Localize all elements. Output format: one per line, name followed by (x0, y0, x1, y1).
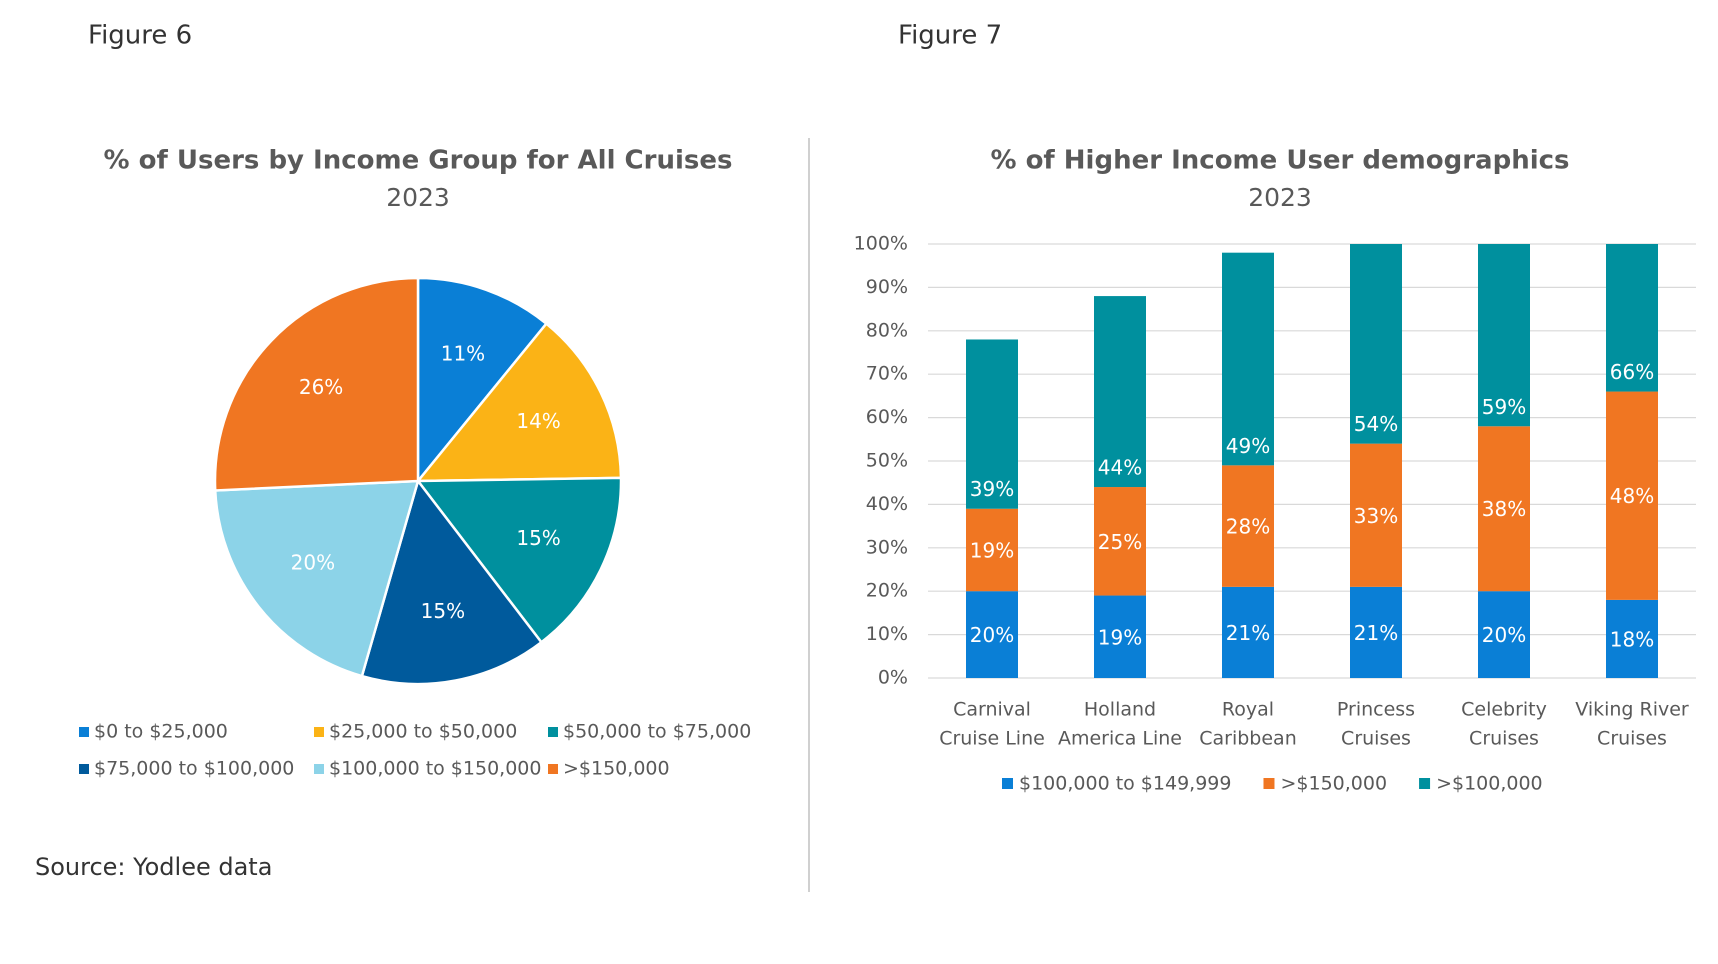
x-tick-label: Celebrity (1461, 699, 1547, 721)
legend-label: $75,000 to $100,000 (94, 758, 294, 780)
y-tick-label: 80% (866, 319, 908, 341)
bar-segment (1222, 465, 1274, 587)
bar-segment (1350, 586, 1402, 678)
y-tick-label: 20% (866, 580, 908, 602)
legend-label: >$100,000 (1436, 773, 1543, 795)
chart-subtitle: 2023 (1248, 183, 1312, 212)
x-tick-label: Carnival (953, 699, 1031, 721)
y-tick-label: 40% (866, 493, 908, 515)
legend-swatch (548, 764, 558, 774)
y-tick-label: 30% (866, 536, 908, 558)
bar-segment (1606, 599, 1658, 678)
bar-label: 33% (1354, 504, 1398, 528)
x-tick-label: America Line (1058, 728, 1182, 750)
legend-swatch (314, 727, 324, 737)
chart-title: % of Higher Income User demographics (990, 146, 1569, 176)
slice-label: 26% (299, 375, 343, 399)
bar-label: 20% (970, 623, 1014, 647)
bar-segment (966, 339, 1018, 509)
legend-swatch (314, 764, 324, 774)
bar-segment (1478, 244, 1530, 427)
bar-label: 48% (1610, 484, 1654, 508)
x-tick-label: Caribbean (1199, 728, 1297, 750)
bar-label: 18% (1610, 627, 1654, 651)
bar-label: 25% (1098, 530, 1142, 554)
source: Source: Yodlee data (35, 853, 272, 881)
bar-label: 19% (970, 538, 1014, 562)
pie-slice (415, 321, 623, 483)
pie-slice (415, 476, 623, 644)
bar-segment (966, 591, 1018, 678)
legend-label: $100,000 to $149,999 (1019, 773, 1231, 795)
legend-label: $50,000 to $75,000 (563, 721, 751, 743)
legend-swatch (79, 727, 89, 737)
bar-label: 21% (1354, 621, 1398, 645)
slice-label: 14% (516, 409, 560, 433)
legend-label: >$150,000 (1280, 773, 1387, 795)
legend-swatch (1263, 778, 1275, 789)
legend-label: >$150,000 (563, 758, 670, 780)
chart-title: % of Users by Income Group for All Cruis… (104, 146, 733, 176)
pie-slice (416, 276, 549, 485)
x-tick-label: Royal (1222, 699, 1274, 721)
bar-label: 44% (1098, 456, 1142, 480)
bar-segment (1350, 443, 1402, 587)
pie-slice (213, 276, 420, 492)
bar-label: 66% (1610, 360, 1654, 384)
bar-label: 59% (1482, 395, 1526, 419)
bar-segment (1478, 591, 1530, 678)
legend-label: $0 to $25,000 (94, 721, 228, 743)
bar-label: 20% (1482, 623, 1526, 647)
x-tick-label: Holland (1084, 699, 1156, 721)
bar-segment (966, 508, 1018, 592)
pie-slice (213, 479, 420, 678)
bar-label: 49% (1226, 434, 1270, 458)
y-tick-label: 0% (878, 667, 908, 689)
x-tick-label: Cruise Line (939, 728, 1045, 750)
bar-segment (1478, 426, 1530, 592)
legend-label: $25,000 to $50,000 (329, 721, 517, 743)
bar-label: 19% (1098, 625, 1142, 649)
legend-swatch (79, 764, 89, 774)
bar-label: 38% (1482, 497, 1526, 521)
bar-segment (1222, 252, 1274, 466)
figure-caption: Figure 6 (88, 21, 192, 51)
x-tick-label: Viking River (1575, 699, 1689, 721)
slice-label: 15% (516, 526, 560, 550)
x-tick-label: Princess (1337, 699, 1415, 721)
bar-segment (1094, 487, 1146, 596)
slice-label: 15% (421, 599, 465, 623)
bar-segment (1350, 244, 1402, 444)
x-tick-label: Cruises (1597, 728, 1667, 750)
bar-segment (1222, 586, 1274, 678)
pie-slice (360, 478, 544, 686)
y-tick-label: 60% (866, 406, 908, 428)
y-tick-label: 90% (866, 276, 908, 298)
y-tick-label: 50% (866, 450, 908, 472)
bar-segment (1606, 244, 1658, 392)
y-tick-label: 70% (866, 363, 908, 385)
legend-swatch (1002, 778, 1013, 789)
y-tick-label: 100% (854, 233, 908, 255)
legend-swatch (1419, 778, 1431, 789)
x-tick-label: Cruises (1341, 728, 1411, 750)
legend-swatch (548, 727, 558, 737)
bar-label: 28% (1226, 515, 1270, 539)
plot-area (966, 244, 1658, 678)
slice-label: 11% (441, 341, 485, 365)
bar-segment (1094, 296, 1146, 488)
y-tick-label: 10% (866, 623, 908, 645)
legend-label: $100,000 to $150,000 (329, 758, 541, 780)
bar-label: 54% (1354, 412, 1398, 436)
x-tick-label: Cruises (1469, 728, 1539, 750)
bar-segment (1606, 391, 1658, 600)
bar-segment (1094, 595, 1146, 678)
chart-subtitle: 2023 (386, 183, 450, 212)
bar-label: 21% (1226, 621, 1270, 645)
slice-label: 20% (291, 551, 335, 575)
bar-label: 39% (970, 477, 1014, 501)
figure-caption: Figure 7 (898, 21, 1002, 51)
